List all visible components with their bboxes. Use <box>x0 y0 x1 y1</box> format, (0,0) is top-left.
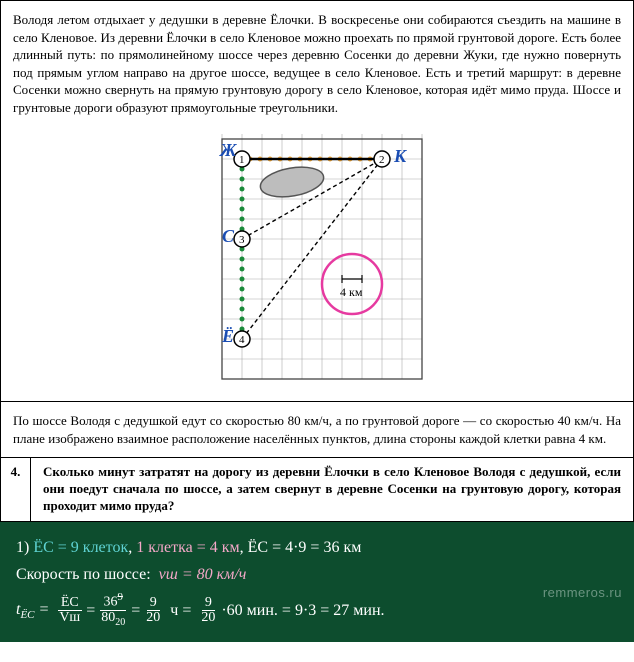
eq1: = <box>86 597 95 624</box>
solution-line-1: 1) ЁС = 9 клеток, 1 клетка = 4 км, ЁС = … <box>16 534 618 561</box>
diagram-container: 4 км 1 Ж 2 К 3 С 4 Ё <box>13 124 621 389</box>
eq2: = <box>131 597 140 624</box>
svg-text:2: 2 <box>379 154 385 166</box>
speed-label: Скорость по шоссе: <box>16 566 151 583</box>
sol-scale: 1 клетка = 4 км <box>136 539 239 556</box>
svg-text:3: 3 <box>239 234 245 246</box>
svg-text:С: С <box>222 226 235 246</box>
problem-main-text: Володя летом отдыхает у дедушки в деревн… <box>13 11 621 116</box>
route-diagram: 4 км 1 Ж 2 К 3 С 4 Ё <box>202 124 432 389</box>
question-text: Сколько минут затратят на дорогу из дере… <box>31 458 633 521</box>
speed-value: vш = 80 км/ч <box>159 566 247 583</box>
conditions-text: По шоссе Володя с дедушкой едут со скоро… <box>13 413 621 446</box>
question-number: 4. <box>1 458 31 521</box>
sol-prefix: 1) <box>16 539 29 556</box>
question-row: 4. Сколько минут затратят на дорогу из д… <box>0 458 634 522</box>
solution-line-3: tЁС = ЁС Vш = 369 8020 = 9 20 ч = 9 20 ·… <box>16 592 618 627</box>
solution-chalkboard: 1) ЁС = 9 клеток, 1 клетка = 4 км, ЁС = … <box>0 522 634 642</box>
final-calc: ·60 мин. = 9·3 = 27 мин. <box>221 597 384 624</box>
svg-text:1: 1 <box>239 154 245 166</box>
conditions-box: По шоссе Володя с дедушкой едут со скоро… <box>0 402 634 458</box>
svg-text:Ё: Ё <box>221 326 234 346</box>
svg-text:4: 4 <box>239 334 245 346</box>
sol-segment-km: ЁС = 4·9 = 36 км <box>248 539 362 556</box>
time-var: tЁС = <box>16 596 53 625</box>
svg-text:4 км: 4 км <box>340 285 363 299</box>
problem-statement-box: Володя летом отдыхает у дедушки в деревн… <box>0 0 634 402</box>
frac-2: 369 8020 <box>98 592 128 627</box>
svg-text:К: К <box>393 146 408 166</box>
frac-4: 9 20 <box>198 596 218 625</box>
unit-hours: ч <box>170 597 178 624</box>
sol-segment-cells: ЁС = 9 клеток <box>33 539 128 556</box>
svg-text:Ж: Ж <box>218 140 237 160</box>
frac-3: 9 20 <box>143 596 163 625</box>
solution-line-2: Скорость по шоссе: vш = 80 км/ч <box>16 561 618 588</box>
frac-1: ЁС Vш <box>56 596 83 625</box>
watermark: remmeros.ru <box>543 582 622 604</box>
